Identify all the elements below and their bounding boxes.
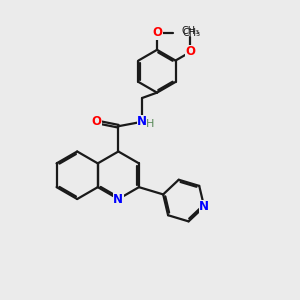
Text: O: O	[152, 26, 162, 39]
Text: N: N	[199, 200, 209, 213]
Text: H: H	[146, 119, 155, 129]
Text: O: O	[185, 45, 196, 58]
Text: O: O	[91, 115, 101, 128]
Text: N: N	[113, 193, 123, 206]
Text: N: N	[137, 115, 147, 128]
Text: CH₃: CH₃	[182, 26, 200, 35]
Text: CH₃: CH₃	[182, 28, 200, 38]
